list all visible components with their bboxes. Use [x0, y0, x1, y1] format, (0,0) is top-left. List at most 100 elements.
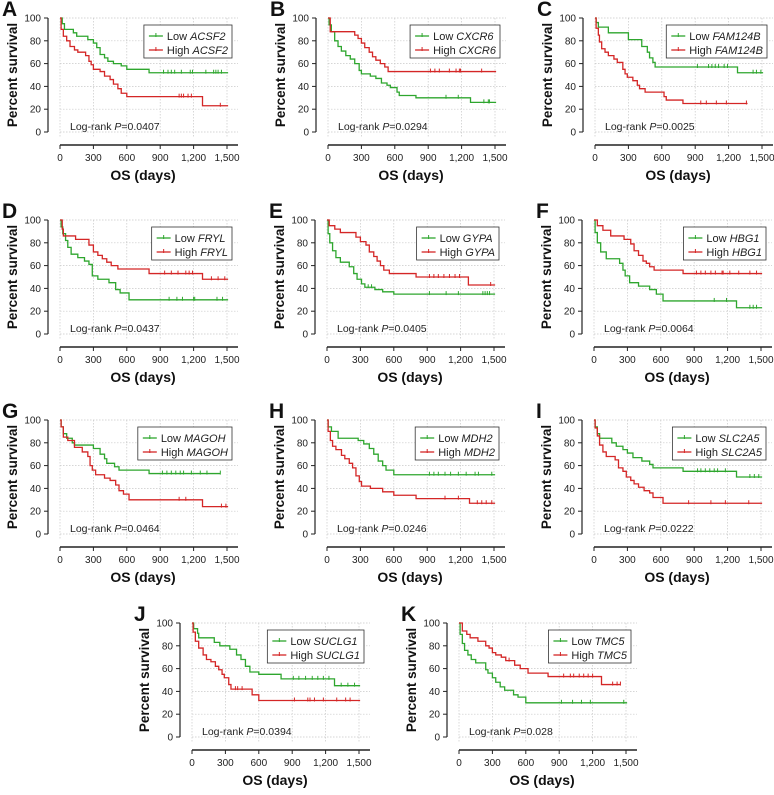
y-tick-label: 40 — [30, 284, 42, 295]
x-tick-label: 900 — [551, 758, 568, 769]
legend-label-low: Low SUCLG1 — [290, 636, 357, 648]
legend-group: Low — [161, 433, 181, 445]
legend-label-high: High TMC5 — [571, 650, 627, 662]
y-tick-label: 0 — [167, 733, 173, 744]
p-value: =0.0394 — [253, 726, 291, 738]
y-tick-label: 0 — [302, 530, 308, 541]
survival-curve-high — [192, 622, 361, 702]
legend: Low SUCLG1 High SUCLG1 — [266, 629, 365, 664]
y-tick-label: 60 — [429, 664, 441, 675]
x-tick-label: 900 — [419, 555, 436, 566]
y-tick-label: 100 — [559, 14, 576, 25]
legend-group: High — [175, 247, 198, 259]
y-tick-label: 80 — [564, 438, 576, 449]
y-tick-label: 80 — [30, 438, 42, 449]
legend-label-high: High HBG1 — [706, 247, 762, 259]
p-value: =0.0025 — [656, 121, 694, 133]
x-axis-label: OS (days) — [110, 167, 175, 183]
x-axis-label: OS (days) — [110, 569, 175, 585]
legend-group: Low — [433, 31, 453, 43]
legend-group: Low — [706, 233, 726, 245]
x-tick-label: 600 — [386, 153, 403, 164]
logrank-label: Log-rank — [70, 323, 114, 335]
panel-letter: K — [401, 603, 416, 626]
legend-gene: TMC5 — [597, 650, 628, 662]
panel-letter: I — [536, 400, 542, 423]
x-tick-label: 900 — [686, 555, 703, 566]
legend-label-low: Low FAM124B — [689, 31, 760, 43]
legend-group: Low — [689, 31, 709, 43]
y-tick-label: 80 — [565, 36, 577, 47]
legend-label-low: Low FRYL — [175, 233, 226, 245]
y-tick-label: 60 — [565, 59, 577, 70]
p-symbol: P — [381, 523, 388, 535]
logrank-label: Log-rank — [337, 523, 381, 535]
p-symbol: P — [114, 523, 121, 535]
km-panel-b: 0 20 40 60 80 100 0 300 600 900 1,200 1,500 B Percent… — [270, 0, 508, 183]
logrank-p-value: Log-rank P=0.0246 — [337, 523, 427, 535]
x-tick-label: 0 — [189, 758, 195, 769]
y-tick-label: 80 — [30, 36, 42, 47]
x-tick-label: 1,500 — [748, 355, 773, 366]
x-tick-label: 600 — [118, 355, 135, 366]
y-axis-label: Percent survival — [540, 23, 555, 127]
y-axis-label: Percent survival — [273, 23, 288, 127]
p-symbol: P — [246, 726, 253, 738]
x-tick-label: 1,200 — [313, 758, 338, 769]
y-tick-label: 0 — [570, 128, 576, 139]
km-panel-c: 0 20 40 60 80 100 0 300 600 900 1,200 1,500 C Percent… — [537, 0, 774, 183]
x-tick-label: 0 — [591, 355, 597, 366]
km-panel-f: 0 20 40 60 80 100 0 300 600 900 1,200 1,500 F Percent… — [536, 200, 774, 385]
y-tick-label: 0 — [35, 128, 41, 139]
y-tick-label: 60 — [30, 261, 42, 272]
survival-curve-low — [327, 419, 496, 476]
x-axis-label: OS (days) — [644, 569, 709, 585]
survival-curve-low — [594, 419, 763, 478]
y-tick-label: 60 — [297, 261, 309, 272]
x-tick-label: 0 — [324, 555, 330, 566]
x-tick-label: 300 — [85, 355, 102, 366]
p-value: =0.0464 — [121, 523, 159, 535]
legend-group: High — [290, 650, 313, 662]
y-tick-label: 100 — [292, 14, 309, 25]
legend-label-high: High ACSF2 — [167, 45, 228, 57]
legend-group: Low — [440, 233, 460, 245]
x-tick-label: 1,500 — [481, 355, 506, 366]
legend-gene: SUCLG1 — [314, 636, 358, 648]
legend-label-high: High FRYL — [175, 247, 228, 259]
legend-group: High — [706, 247, 729, 259]
x-axis-label: OS (days) — [644, 369, 709, 385]
x-axis-label: OS (days) — [242, 772, 307, 788]
legend-group: Low — [167, 31, 187, 43]
legend-group: High — [438, 447, 461, 459]
legend-group: High — [167, 45, 190, 57]
survival-curve-low — [594, 219, 763, 309]
legend-gene: GYPA — [465, 247, 495, 259]
survival-curve-low — [595, 17, 764, 74]
x-tick-label: 1,500 — [214, 153, 239, 164]
legend-label-high: High CXCR6 — [433, 45, 497, 57]
y-tick-label: 0 — [35, 330, 41, 341]
legend-label-low: Low MDH2 — [438, 433, 492, 445]
legend: Low CXCR6 High CXCR6 — [409, 24, 501, 59]
survival-curve-high — [328, 17, 497, 73]
x-tick-label: 0 — [57, 355, 63, 366]
p-value: =0.0222 — [655, 523, 693, 535]
x-tick-label: 0 — [324, 355, 330, 366]
y-tick-label: 60 — [162, 664, 174, 675]
y-tick-label: 20 — [30, 507, 42, 518]
x-tick-label: 1,200 — [448, 555, 473, 566]
logrank-p-value: Log-rank P=0.0437 — [70, 323, 160, 335]
y-tick-label: 0 — [434, 733, 440, 744]
legend-box — [665, 24, 768, 59]
y-tick-label: 20 — [162, 710, 174, 721]
y-tick-label: 40 — [30, 484, 42, 495]
legend-gene: CXCR6 — [456, 31, 494, 43]
p-value: =0.0064 — [655, 323, 693, 335]
legend-label-low: Low MAGOH — [161, 433, 226, 445]
legend-gene: SUCLG1 — [316, 650, 360, 662]
x-tick-label: 1,200 — [181, 153, 206, 164]
y-tick-label: 40 — [162, 687, 174, 698]
y-axis-label: Percent survival — [5, 225, 20, 329]
